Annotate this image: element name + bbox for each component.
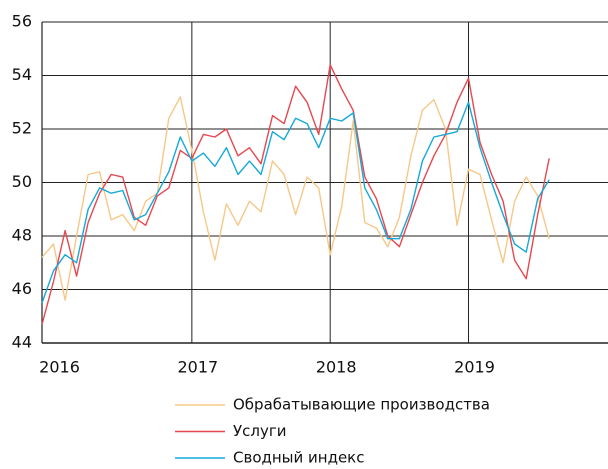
y-tick-label: 54 [12,65,32,84]
series-line [41,96,550,301]
legend-label: Обрабатывающие производства [233,396,490,414]
x-tick-label: 2017 [177,358,218,377]
x-tick-label: 2016 [39,358,80,377]
legend-label: Сводный индекс [233,449,365,467]
y-tick-label: 44 [12,333,32,352]
y-tick-label: 50 [12,172,32,191]
x-tick-label: 2018 [316,358,357,377]
y-tick-label: 48 [12,226,32,245]
legend-label: Услуги [233,422,286,440]
x-tick-label: 2019 [454,358,495,377]
series-line [41,101,550,304]
y-tick-label: 46 [12,279,32,298]
series-line [41,64,550,325]
y-tick-label: 56 [12,12,32,31]
y-tick-label: 52 [12,119,32,138]
